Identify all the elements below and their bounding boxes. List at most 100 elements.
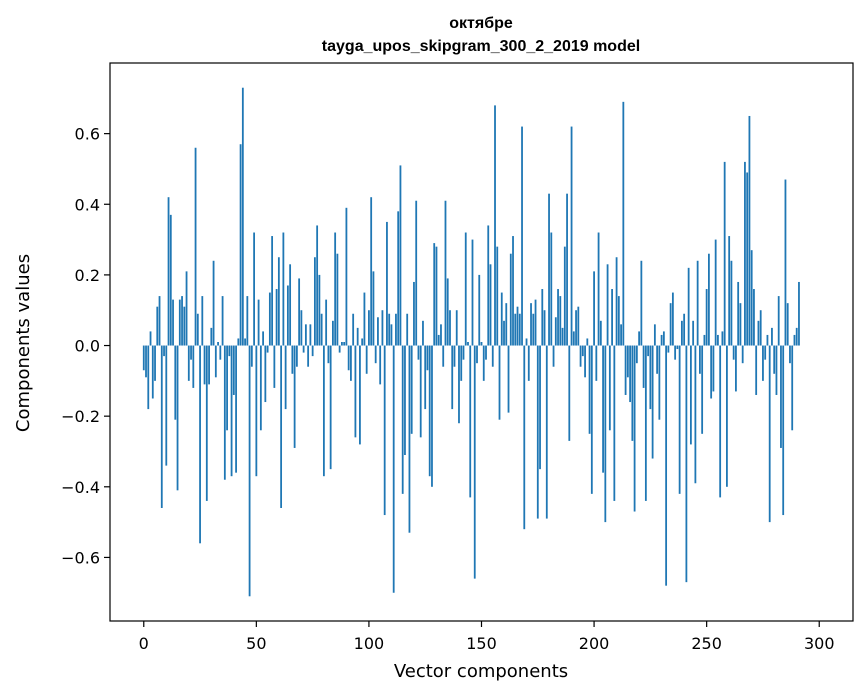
y-axis-label: Components values [13,254,34,432]
bar [597,232,600,346]
bar [527,345,530,381]
bar [440,324,442,346]
bar [633,345,636,512]
y-tick-label: 0.0 [75,337,100,356]
bar [753,289,755,346]
bar [516,306,519,346]
bar [320,313,323,346]
bar [730,260,733,346]
bar [766,334,769,346]
bar [780,345,782,448]
bar [602,345,604,473]
bar [708,253,710,346]
bar [701,345,704,434]
bar [604,345,607,523]
bar [759,310,762,346]
bar [253,232,255,346]
bar [552,345,555,367]
bar [372,271,375,346]
bar [345,207,348,346]
bar [469,345,472,498]
bar [638,331,641,346]
bar [584,345,586,378]
bar [764,345,767,360]
bar [557,289,559,346]
bar [532,313,535,346]
bar [399,165,402,346]
bar [521,126,523,346]
bar [268,292,271,346]
bar [181,296,183,346]
bar [480,342,483,346]
bar [500,292,503,346]
bar [397,211,400,346]
bar [406,313,409,346]
bar [514,313,517,346]
bar [230,345,233,477]
bar [611,289,613,346]
x-axis-ticks: 0 50 100 150 200 250 300 [139,621,835,653]
bar [237,338,240,346]
bar [653,324,656,346]
bar [518,313,521,346]
bar [334,232,337,346]
bar [271,236,274,346]
bar [635,345,638,364]
bar [322,345,325,477]
bar [300,310,303,346]
bar [741,345,744,364]
bar [417,345,420,360]
bar [676,345,679,350]
bar [782,345,785,516]
bar [647,345,650,357]
bar [735,345,737,392]
bar [467,342,469,346]
bar [160,345,163,508]
bar [768,345,771,523]
bar [543,310,546,346]
bar [473,345,476,579]
bar [462,345,465,360]
bar [318,274,321,346]
bar [793,334,796,346]
bar [498,345,501,420]
bar [185,271,188,346]
bar [579,345,582,367]
bar [487,225,490,346]
y-tick-label: −0.2 [61,407,100,426]
bar [338,345,341,353]
bar [408,345,411,533]
bar [167,197,170,346]
bar [458,345,460,424]
bar [311,345,314,357]
chart-subtitle: tayga_upos_skipgram_300_2_2019 model [322,38,640,55]
bar [665,345,668,586]
bar [239,144,242,346]
bar [789,345,791,364]
y-tick-label: 0.6 [75,125,100,144]
bar [183,306,186,346]
bar [599,320,602,346]
bar [775,345,778,395]
bar [354,345,357,438]
bar [563,246,566,346]
bar [156,306,159,346]
bar [413,281,415,346]
bar [714,239,717,346]
bar [491,345,494,367]
bar [617,296,620,346]
bar [145,345,147,378]
x-axis-label: Vector components [394,661,568,682]
bar [662,331,665,346]
bar [379,345,382,385]
bar [613,345,616,501]
bar [566,193,568,346]
bar [586,338,589,346]
bar [377,317,379,346]
bar [163,345,165,357]
bar [658,345,661,420]
bar [710,345,713,399]
bar [485,345,487,360]
bar [476,345,478,364]
